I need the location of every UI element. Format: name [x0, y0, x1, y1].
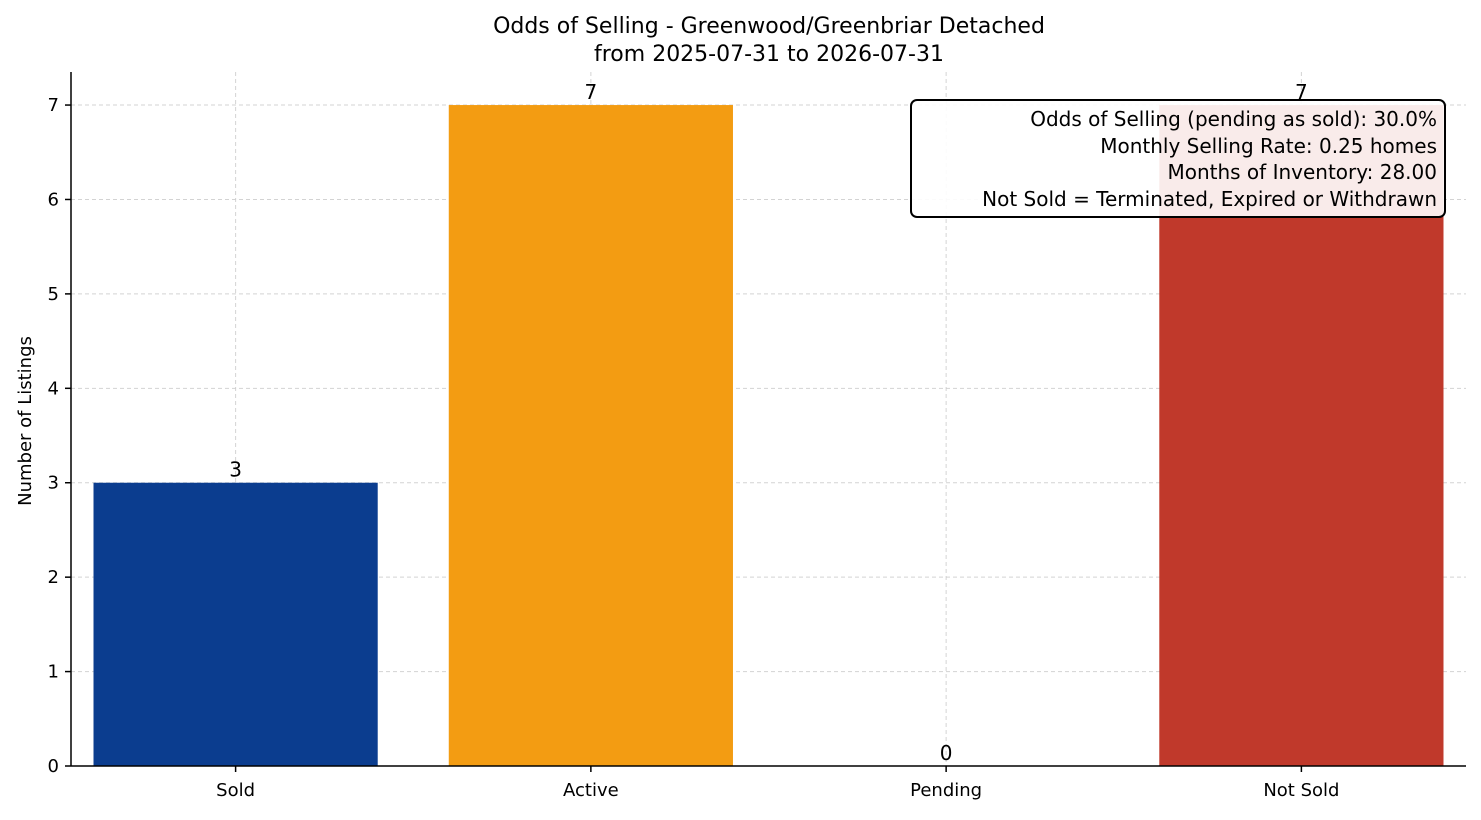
bars	[93, 105, 1444, 767]
y-tick-label: 4	[48, 378, 59, 399]
y-tick-label: 7	[48, 95, 59, 116]
y-tick-label: 2	[48, 567, 59, 588]
bar-active	[448, 105, 733, 767]
ticks: 0 1 2 3 4 5 6 7 Sold Active Pending Not Sold	[48, 95, 1340, 801]
chart-subtitle: from 2025-07-31 to 2026-07-31	[594, 42, 944, 67]
x-tick-label-sold: Sold	[216, 780, 255, 801]
y-tick-label: 3	[48, 473, 59, 494]
annotation-background	[910, 99, 1446, 218]
x-tick-label-not-sold: Not Sold	[1263, 780, 1339, 801]
bar-value-label-pending: 0	[940, 741, 953, 765]
chart-title: Odds of Selling - Greenwood/Greenbriar D…	[493, 14, 1045, 39]
bar-value-label-active: 7	[585, 80, 598, 104]
x-tick-label-active: Active	[563, 780, 619, 801]
y-tick-label: 0	[48, 756, 59, 777]
bar-value-labels: 3 7 0 7	[229, 80, 1308, 765]
annotation-line-note: Not Sold = Terminated, Expired or Withdr…	[982, 187, 1437, 211]
axes	[70, 72, 1466, 767]
y-tick-label: 1	[48, 662, 59, 683]
bar-value-label-sold: 3	[229, 458, 242, 482]
bar-value-label-not-sold: 7	[1295, 80, 1308, 104]
annotation-line-rate: Monthly Selling Rate: 0.25 homes	[1100, 134, 1437, 158]
bar-sold	[93, 482, 378, 766]
y-axis-label: Number of Listings	[15, 336, 36, 506]
annotation-line-odds: Odds of Selling (pending as sold): 30.0%	[1030, 107, 1437, 131]
x-tick-label-pending: Pending	[910, 780, 982, 801]
annotation-line-inventory: Months of Inventory: 28.00	[1167, 160, 1437, 184]
y-tick-label: 5	[48, 284, 59, 305]
annotation-box: Odds of Selling (pending as sold): 30.0%…	[910, 99, 1446, 218]
y-tick-label: 6	[48, 189, 59, 210]
